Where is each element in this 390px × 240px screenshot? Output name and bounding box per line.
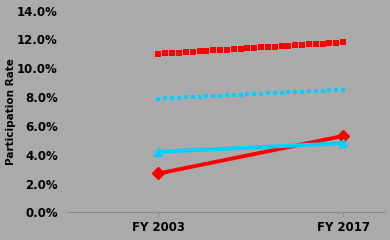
- Point: [238, 93, 244, 96]
- Point: [183, 50, 189, 54]
- Point: [169, 96, 175, 100]
- Point: [230, 93, 237, 97]
- Point: [190, 95, 196, 99]
- Point: [155, 52, 161, 56]
- Point: [251, 46, 257, 50]
- Point: [278, 91, 285, 95]
- Point: [169, 51, 175, 55]
- Point: [265, 45, 271, 49]
- Point: [217, 48, 223, 52]
- Point: [244, 46, 250, 50]
- Point: [299, 90, 305, 94]
- Point: [210, 94, 216, 98]
- Point: [203, 94, 209, 98]
- Point: [190, 50, 196, 54]
- Point: [306, 42, 312, 46]
- Point: [183, 95, 189, 99]
- Point: [176, 96, 182, 99]
- Point: [258, 92, 264, 96]
- Point: [230, 47, 237, 51]
- Point: [333, 41, 339, 45]
- Point: [238, 47, 244, 51]
- Point: [224, 48, 230, 51]
- Point: [197, 49, 203, 53]
- Point: [340, 88, 346, 92]
- Point: [319, 89, 326, 93]
- Point: [258, 46, 264, 49]
- Point: [271, 45, 278, 48]
- Point: [313, 89, 319, 93]
- Point: [326, 41, 333, 45]
- Point: [265, 91, 271, 95]
- Point: [224, 93, 230, 97]
- Point: [162, 51, 168, 55]
- Y-axis label: Participation Rate: Participation Rate: [5, 58, 16, 165]
- Point: [176, 51, 182, 54]
- Point: [197, 95, 203, 98]
- Point: [292, 90, 298, 94]
- Point: [299, 43, 305, 47]
- Point: [326, 89, 333, 92]
- Point: [319, 42, 326, 45]
- Point: [333, 88, 339, 92]
- Point: [155, 96, 161, 100]
- Point: [285, 44, 291, 48]
- Point: [313, 42, 319, 46]
- Point: [271, 91, 278, 95]
- Point: [244, 92, 250, 96]
- Point: [292, 43, 298, 47]
- Point: [251, 92, 257, 96]
- Point: [217, 94, 223, 97]
- Point: [162, 96, 168, 100]
- Point: [203, 49, 209, 53]
- Point: [210, 48, 216, 52]
- Point: [278, 44, 285, 48]
- Point: [340, 40, 346, 44]
- Point: [306, 90, 312, 93]
- Point: [285, 90, 291, 94]
